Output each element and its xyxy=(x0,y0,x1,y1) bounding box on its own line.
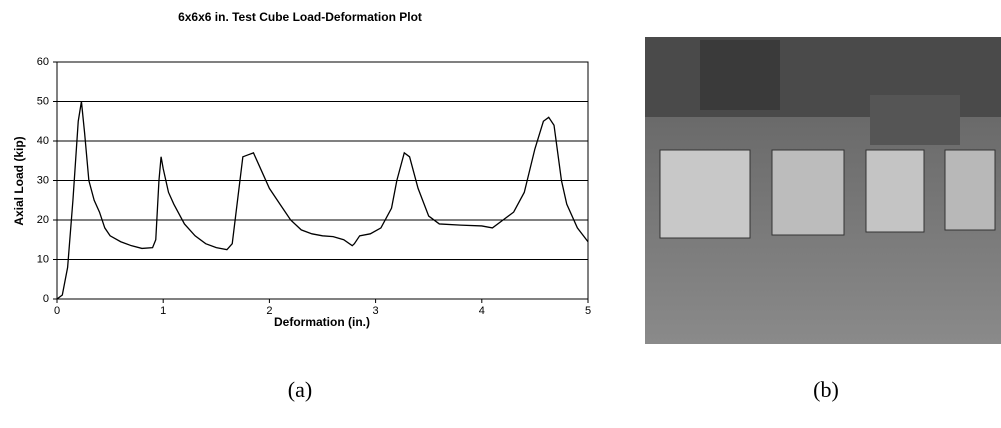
y-tick-label: 0 xyxy=(43,293,49,305)
caption: (a) xyxy=(288,377,312,402)
x-tick-label: 2 xyxy=(266,305,272,317)
x-tick-label: 5 xyxy=(585,305,591,317)
chart-title: 6x6x6 in. Test Cube Load-Deformation Plo… xyxy=(178,10,422,24)
y-tick-label: 60 xyxy=(37,56,49,68)
x-tick-label: 0 xyxy=(54,305,60,317)
y-tick-label: 50 xyxy=(37,95,49,107)
x-tick-label: 3 xyxy=(373,305,379,317)
plot-frame xyxy=(56,61,589,300)
y-tick-label: 40 xyxy=(37,135,49,147)
y-tick-label: 10 xyxy=(37,253,49,265)
data-line xyxy=(56,101,589,300)
y-tick-label: 20 xyxy=(37,214,49,226)
y-axis-label: Axial Load (kip) xyxy=(12,136,26,225)
y-tick-label: 30 xyxy=(37,174,49,186)
x-axis-label: Deformation (in.) xyxy=(274,315,370,329)
x-tick-label: 4 xyxy=(479,305,485,317)
x-tick-label: 1 xyxy=(160,305,166,317)
caption: (b) xyxy=(813,377,839,402)
photo xyxy=(645,37,1001,344)
